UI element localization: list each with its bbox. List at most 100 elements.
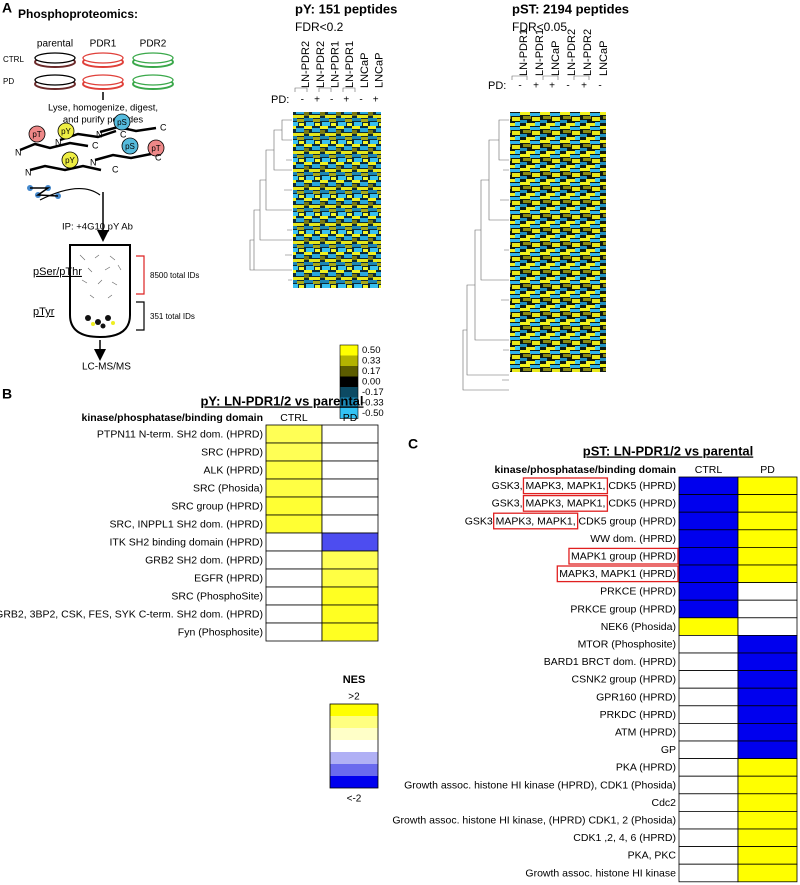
ctrl-cell <box>265 442 323 462</box>
row-label: GPR160 (HPRD) <box>596 691 676 703</box>
row-label: PKA, PKC <box>628 850 677 862</box>
pd-cell <box>737 758 798 777</box>
dish-rim <box>132 52 174 64</box>
legend-swatch <box>330 728 378 740</box>
legend-swatch <box>330 776 378 788</box>
colorbar-frame <box>339 344 359 419</box>
c-terminus: C <box>155 152 162 162</box>
n-terminus: N <box>90 157 97 167</box>
row-label: MTOR (Phosphosite) <box>578 638 676 650</box>
pd-cell <box>321 568 379 588</box>
row-label: SRC, INPPL1 SH2 dom. (HPRD) <box>110 518 263 530</box>
legend-swatch <box>330 716 378 728</box>
ctrl-cell <box>678 564 739 584</box>
table-title: pST: LN-PDR1/2 vs parental <box>583 443 754 458</box>
phospho-label: pY <box>65 156 75 165</box>
colorbar-label: -0.50 <box>362 408 384 419</box>
column-label: LNCaP <box>550 41 562 76</box>
colorbar-label: 0.50 <box>362 345 381 356</box>
ctrl-cell <box>678 811 739 830</box>
ctrl-cell <box>678 476 739 496</box>
pd-cell <box>321 424 379 444</box>
row-label: CSNK2 group (HPRD) <box>572 674 676 686</box>
ctrl-cell <box>265 622 323 642</box>
ctrl-cell <box>678 652 739 672</box>
step-text: and purify peptides <box>63 115 144 126</box>
c-terminus: C <box>160 122 167 132</box>
pd-sign: + <box>533 81 539 92</box>
highlight-box <box>522 494 609 512</box>
ctrl-cell <box>265 604 323 624</box>
pd-cell <box>321 604 379 624</box>
pd-sign: - <box>598 81 601 92</box>
column-label: LN-PDR2 <box>582 29 594 76</box>
ctrl-cell <box>265 568 323 588</box>
heatmap-fdr: FDR<0.2 <box>295 20 344 34</box>
dish-rim <box>34 52 76 64</box>
ctrl-cell <box>265 532 323 552</box>
heatmap-title: pST: 2194 peptides <box>512 1 629 16</box>
highlight-box <box>556 565 679 583</box>
pd-cell <box>737 511 798 531</box>
phospho-label: pY <box>61 127 71 136</box>
ctrl-cell <box>678 846 739 865</box>
row-label: MAPK3, MAPK1 (HPRD) <box>559 568 676 580</box>
colorbar-label: 0.00 <box>362 377 381 388</box>
legend-frame <box>329 703 379 789</box>
ctrl-cell <box>678 740 739 760</box>
legend-swatch <box>330 752 378 764</box>
colorbar-cell <box>340 387 358 398</box>
heatmap-pY <box>293 112 381 288</box>
ctrl-cell <box>265 586 323 606</box>
pd-cell <box>737 547 798 566</box>
ctrl-cell <box>265 550 323 570</box>
ctrl-cell <box>678 599 739 619</box>
table-header: CTRL <box>280 412 308 424</box>
phospho-site <box>28 125 46 143</box>
fraction-name: pSer/pThr <box>33 266 82 278</box>
ctrl-cell <box>678 511 739 531</box>
n-terminus: N <box>25 167 32 177</box>
pd-cell <box>321 550 379 570</box>
dish-rim <box>132 74 174 86</box>
colorbar-cell <box>340 355 358 366</box>
pd-sign: - <box>301 95 304 106</box>
ctrl-cell <box>678 529 739 548</box>
row-label: NEK6 (Phosida) <box>601 621 676 633</box>
row-label: SRC (HPRD) <box>201 446 263 458</box>
row-label: SRC group (HPRD) <box>171 500 263 512</box>
ctrl-cell <box>678 775 739 795</box>
legend-swatch <box>330 704 378 716</box>
c-terminus: C <box>92 140 99 150</box>
pd-sign: + <box>314 95 320 106</box>
pd-cell <box>321 622 379 642</box>
legend-min: <-2 <box>347 794 362 805</box>
c-terminus: C <box>120 129 127 139</box>
fraction-count: 8500 total IDs <box>150 271 199 280</box>
row-label: ALK (HPRD) <box>203 464 263 476</box>
colorbar-cell <box>340 376 358 387</box>
pd-cell <box>737 670 798 689</box>
pd-cell <box>737 793 798 812</box>
pd-sign: + <box>549 81 555 92</box>
highlight-box <box>522 477 609 495</box>
phospho-label: pS <box>117 118 127 127</box>
cell-line: parental <box>37 39 73 50</box>
pd-cell <box>737 705 798 724</box>
table-header: kinase/phosphatase/binding domain <box>82 412 263 424</box>
legend-title: NES <box>343 674 366 686</box>
colorbar-label: -0.33 <box>362 398 384 409</box>
ctrl-cell <box>678 793 739 812</box>
pd-cell <box>321 532 379 552</box>
row-label: Growth assoc. histone HI kinase, (HPRD) … <box>392 814 676 826</box>
pd-cell <box>737 846 798 865</box>
pd-cell <box>737 529 798 548</box>
row-label: ATM (HPRD) <box>615 726 676 738</box>
ctrl-cell <box>678 723 739 742</box>
heatmap-title: pY: 151 peptides <box>295 1 397 16</box>
pd-sign: - <box>518 81 521 92</box>
table-header: PD <box>343 412 358 424</box>
highlight-box <box>493 512 579 530</box>
row-label: PRKDC (HPRD) <box>600 709 676 721</box>
row-label: Fyn (Phosphosite) <box>178 626 263 638</box>
